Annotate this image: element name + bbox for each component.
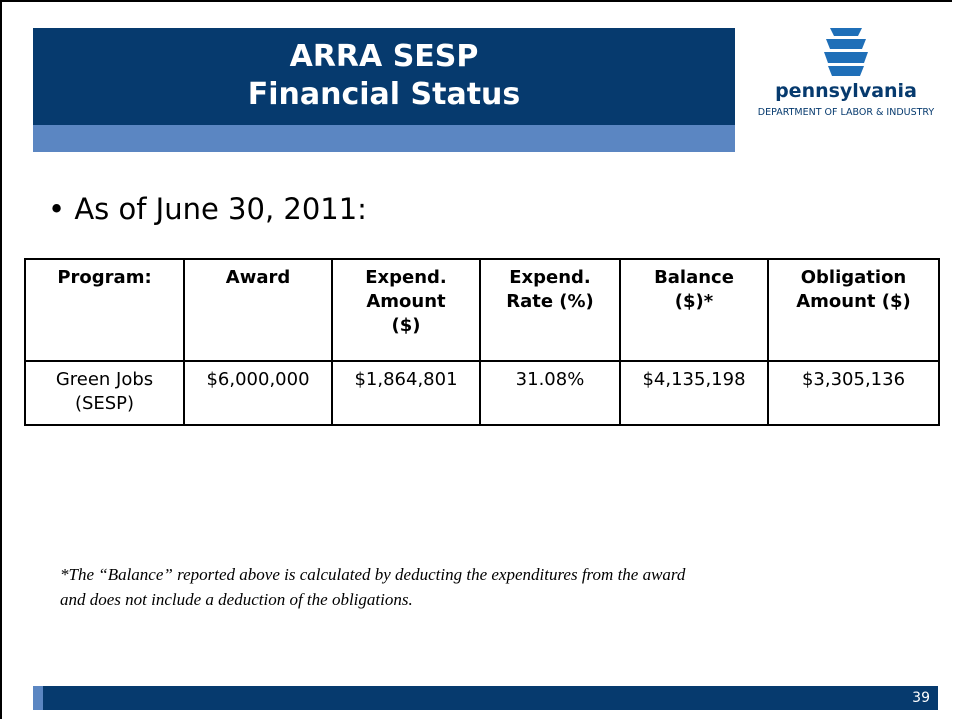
title-line: ARRA SESP (289, 39, 479, 74)
cell-line: Amount ($) (796, 291, 911, 312)
cell-line: Obligation (800, 267, 907, 288)
data-cell: $4,135,198 (619, 360, 769, 426)
data-cell: 31.08% (479, 360, 621, 426)
logo-department: DEPARTMENT OF LABOR & INDUSTRY (757, 107, 935, 118)
cell-line: ($) (391, 315, 421, 336)
cell-line: ($)* (674, 291, 714, 312)
cell-line: $6,000,000 (206, 369, 310, 390)
cell-line: Award (225, 267, 291, 288)
data-cell: $3,305,136 (767, 360, 940, 426)
logo: pennsylvania DEPARTMENT OF LABOR & INDUS… (738, 22, 954, 132)
data-cell: $1,864,801 (331, 360, 481, 426)
logo-keystone (824, 28, 868, 76)
cell-line: Rate (%) (506, 291, 594, 312)
data-cell: Green Jobs (SESP) (24, 360, 185, 426)
footer-bar (33, 686, 938, 710)
footer-accent (33, 686, 43, 710)
cell-line: Amount (366, 291, 446, 312)
title-line: Financial Status (247, 77, 521, 112)
bullet: • As of June 30, 2011: (48, 192, 367, 226)
header-row: Program: Award Expend. Amount ($) Expend. Rate… (24, 258, 940, 362)
footnote: *The “Balance” reported above is calcula… (60, 562, 685, 612)
title-box: ARRA SESP Financial Status (33, 28, 735, 125)
cell-line: Program: (57, 267, 152, 288)
cell-line: (SESP) (74, 393, 135, 414)
cell-line: $4,135,198 (642, 369, 746, 390)
cell-line: $1,864,801 (354, 369, 458, 390)
cell-line: 31.08% (515, 369, 585, 390)
logo-name: pennsylvania (775, 80, 917, 102)
header-cell: Expend. Rate (%) (479, 258, 621, 362)
footnote-line: *The “Balance” reported above is calcula… (60, 565, 686, 584)
cell-line: Green Jobs (55, 369, 154, 390)
data-cell: $6,000,000 (183, 360, 333, 426)
header-cell: Balance ($)* (619, 258, 769, 362)
page-number: 39 (912, 690, 930, 706)
title-underbar (33, 125, 735, 152)
data-row: Green Jobs (SESP) $6,000,000 $1,864,801 31.0… (24, 360, 940, 426)
cell-line: Balance (654, 267, 734, 288)
header-cell: Award (183, 258, 333, 362)
header-cell: Obligation Amount ($) (767, 258, 940, 362)
status-table: Program: Award Expend. Amount ($) Expend. Rate… (24, 258, 940, 426)
footnote-line: and does not include a deduction of the … (60, 590, 413, 609)
header-cell: Expend. Amount ($) (331, 258, 481, 362)
cell-line: Expend. (509, 267, 591, 288)
cell-line: $3,305,136 (801, 369, 906, 390)
bullet-text: As of June 30, 2011: (74, 192, 367, 226)
header-cell: Program: (24, 258, 185, 362)
cell-line: Expend. (365, 267, 447, 288)
